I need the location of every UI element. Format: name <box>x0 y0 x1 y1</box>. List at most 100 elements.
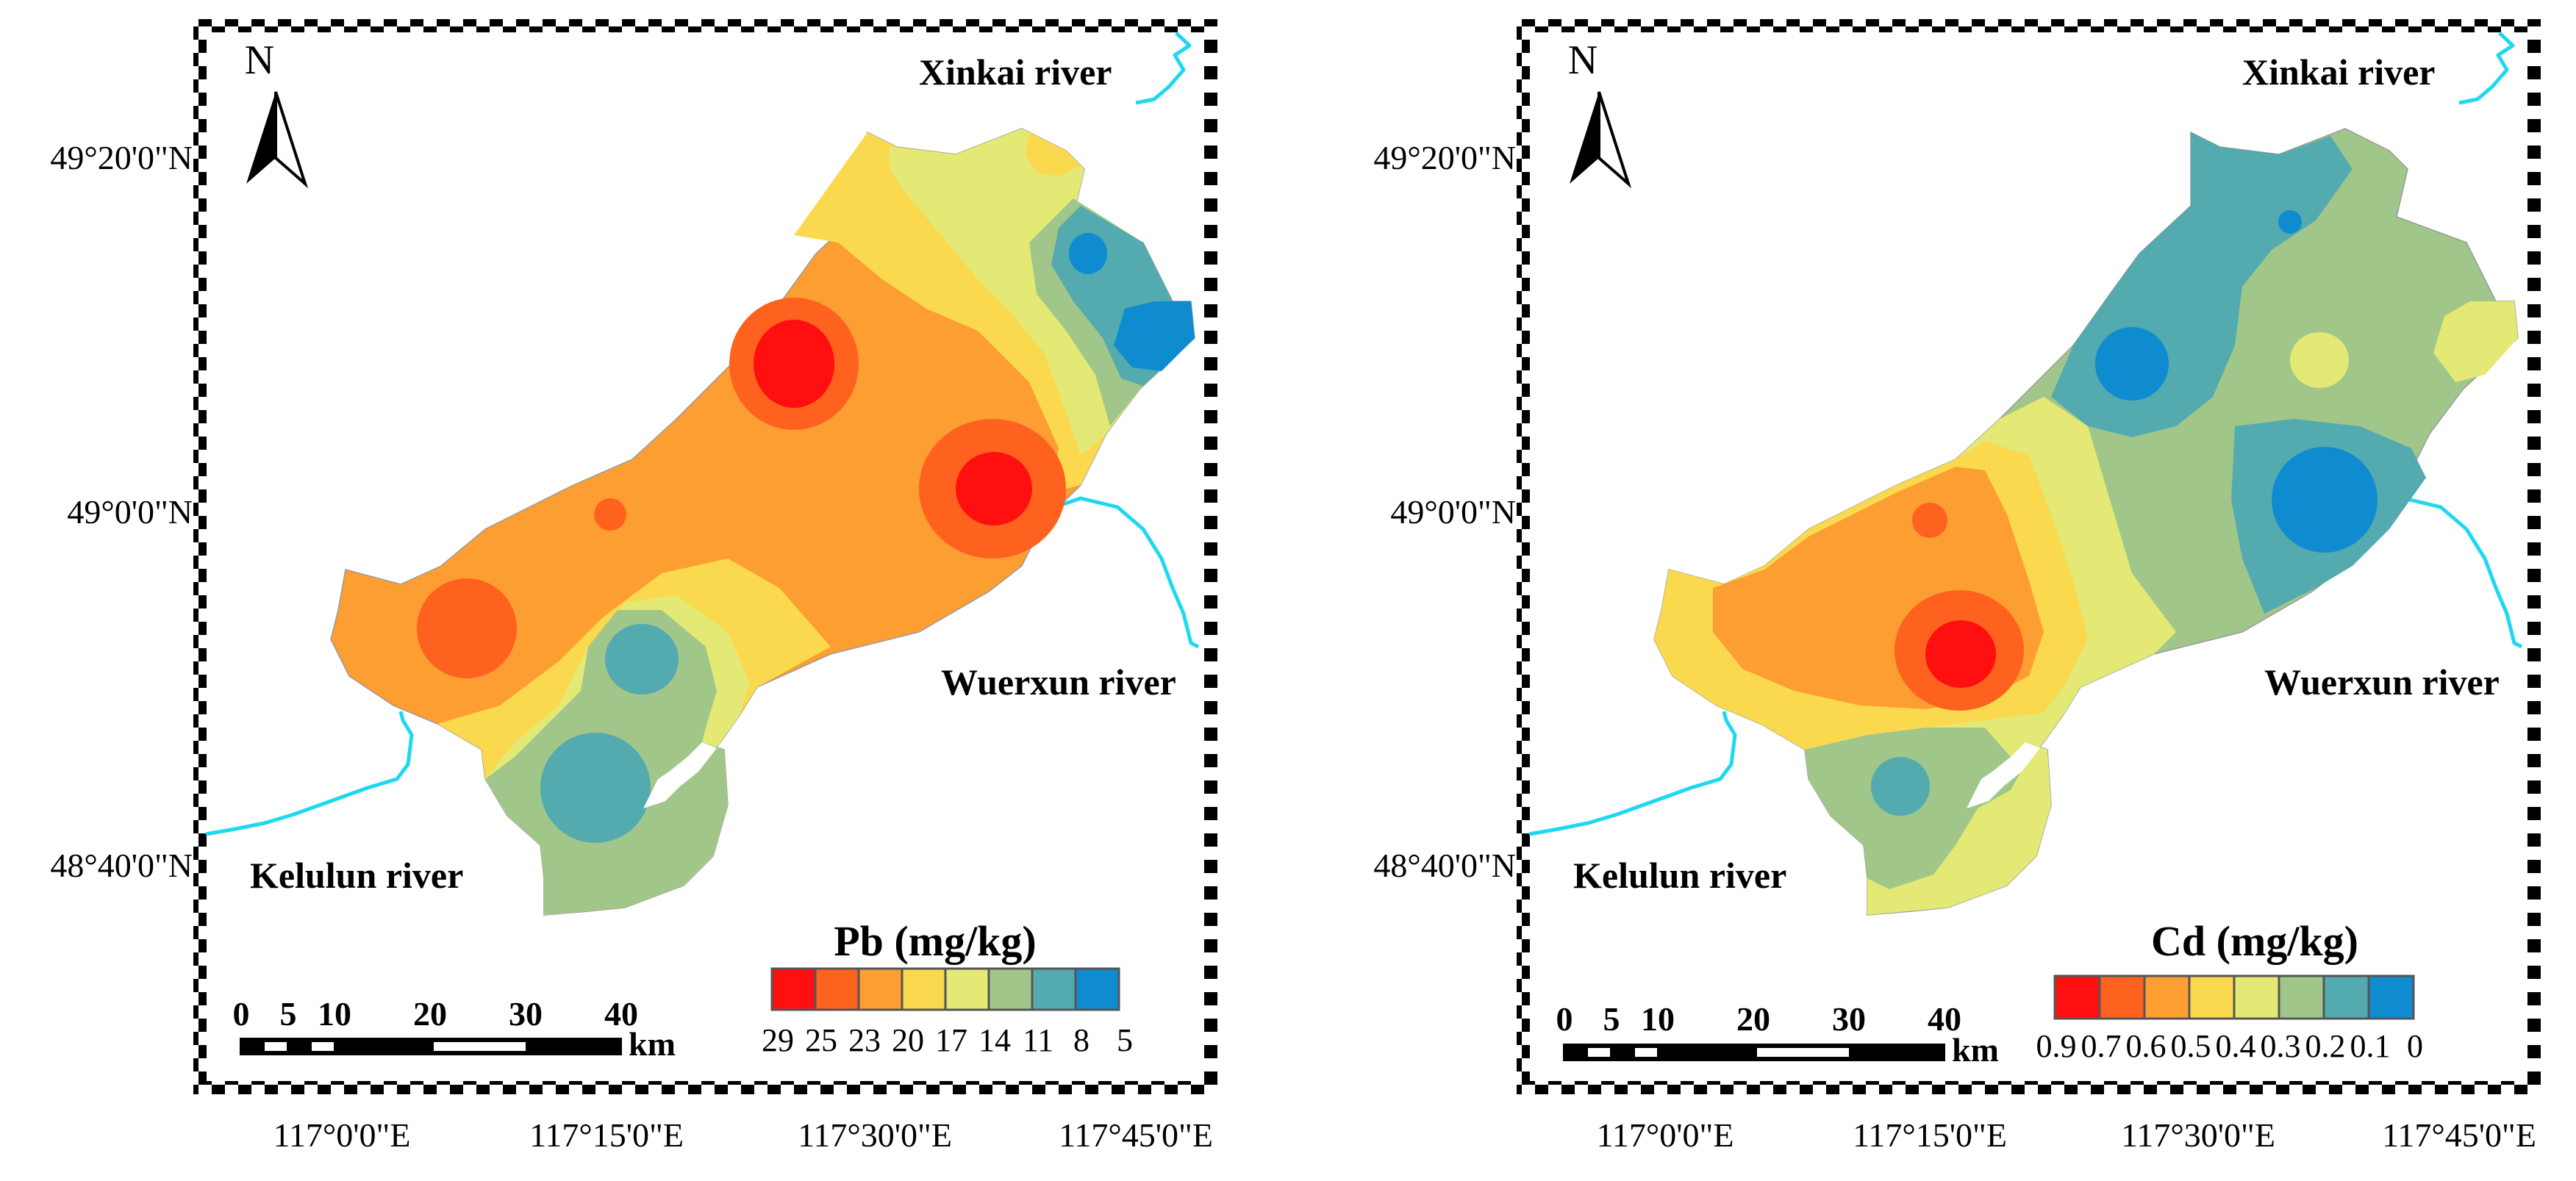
legend-swatches <box>2053 974 2415 1020</box>
pb-class-8-11-south-lower <box>540 733 651 843</box>
pb-class-5-8-blob-b <box>1114 301 1195 371</box>
legend-tick: 0.2 <box>2305 1028 2346 1064</box>
legend-tick: 8 <box>1073 1022 1090 1058</box>
legend-tick: 0 <box>2407 1028 2423 1064</box>
wuerxun-river-line <box>1054 496 1200 649</box>
xinkai-river-line <box>1135 32 1192 105</box>
lat-label: 48°40'0"N <box>1373 847 1516 884</box>
pb-class-25-spot-small <box>594 498 626 531</box>
pb-class-29-hotspot-east <box>956 452 1032 525</box>
xinkai-river-line <box>2458 32 2515 105</box>
legend-tick: 0.9 <box>2036 1028 2077 1064</box>
panel-pb: N Xinkai river Wuerxun river Kelulun riv… <box>50 19 1217 1154</box>
legend-swatch <box>857 967 904 1011</box>
lat-label: 49°0'0"N <box>67 493 193 531</box>
pb-class-8-11-south-upper <box>605 624 679 694</box>
cd-class-0-0.1-small <box>2278 210 2302 234</box>
wuerxun-river-line <box>2378 496 2523 649</box>
cd-class-0-0.1-north-blob <box>2095 327 2169 401</box>
scale-tick: 5 <box>280 995 297 1033</box>
north-arrow: N <box>245 37 309 189</box>
legend-swatch <box>1074 967 1120 1011</box>
legend-title: Pb (mg/kg) <box>834 917 1037 965</box>
scale-tick: 40 <box>604 995 638 1033</box>
legend: Cd (mg/kg) 0.9 0.7 0.6 0.5 0.4 0.3 0.2 0… <box>2036 917 2424 1064</box>
legend-tick: 25 <box>805 1022 837 1058</box>
map-frame <box>1517 19 2541 1094</box>
cd-class-0-0.1-east-blob <box>2272 447 2378 553</box>
lake-inlet <box>643 742 717 808</box>
legend-swatch <box>1031 967 1077 1011</box>
scale-bar: 0 5 10 20 30 40 km <box>233 995 676 1063</box>
north-label: N <box>245 37 274 83</box>
legend: Pb (mg/kg) 29 25 23 20 17 14 11 8 5 <box>762 917 1133 1058</box>
legend-swatch <box>2367 974 2415 1020</box>
legend-ticks: 29 25 23 20 17 14 11 8 5 <box>762 1022 1133 1058</box>
lon-label: 117°15'0"E <box>529 1116 684 1154</box>
north-arrow-icon <box>246 92 276 184</box>
north-arrow: N <box>1568 37 1632 189</box>
pb-class-29-hotspot-north <box>754 320 834 408</box>
pb-interpolation-surface <box>330 128 1195 916</box>
legend-swatch <box>770 967 817 1011</box>
pb-class-25-spot-west <box>417 578 517 678</box>
scale-bar: 0 5 10 20 30 40 km <box>1556 1000 1999 1069</box>
legend-swatch <box>814 967 860 1011</box>
scale-tick: 30 <box>1832 1000 1866 1038</box>
lon-label: 117°45'0"E <box>2382 1116 2536 1154</box>
legend-tick: 23 <box>848 1022 881 1058</box>
legend-tick: 0.4 <box>2216 1028 2256 1064</box>
cd-class-0.3-0.4-east <box>2433 301 2518 382</box>
scale-unit: km <box>629 1025 676 1063</box>
river-label-kelulun: Kelulun river <box>1573 855 1786 896</box>
scale-unit: km <box>1952 1031 1999 1069</box>
lon-label: 117°45'0"E <box>1059 1116 1213 1154</box>
pb-class-5-8-blob-a <box>1069 233 1107 274</box>
legend-swatch <box>2053 974 2101 1020</box>
scale-tick: 10 <box>318 995 351 1033</box>
rivers <box>205 32 1200 836</box>
kelulun-river-line <box>205 711 414 836</box>
panel-cd: N Xinkai river Wuerxun river Kelulun riv… <box>1373 19 2541 1154</box>
cd-class-0.1-0.2-south-blob <box>1871 757 1930 816</box>
legend-title: Cd (mg/kg) <box>2151 917 2358 965</box>
legend-tick: 0.7 <box>2081 1028 2122 1064</box>
north-arrow-icon <box>1570 92 1599 184</box>
scale-tick: 0 <box>1556 1000 1573 1038</box>
scale-tick: 0 <box>233 995 250 1033</box>
scale-tick: 5 <box>1603 1000 1620 1038</box>
map-frame <box>193 19 1217 1094</box>
lat-label: 49°20'0"N <box>1373 139 1516 176</box>
legend-swatches <box>770 967 1120 1011</box>
lat-label: 49°20'0"N <box>50 139 193 176</box>
legend-swatch <box>987 967 1034 1011</box>
lon-label: 117°30'0"E <box>798 1116 952 1154</box>
legend-tick: 5 <box>1117 1022 1133 1058</box>
legend-swatch <box>2188 974 2236 1020</box>
cd-class-0.9-hotspot <box>1925 620 1996 688</box>
kelulun-river-line <box>1528 711 1737 836</box>
lon-label: 117°15'0"E <box>1853 1116 2007 1154</box>
lon-label: 117°0'0"E <box>1597 1116 1734 1154</box>
legend-tick: 0.5 <box>2171 1028 2211 1064</box>
legend-swatch <box>2322 974 2370 1020</box>
legend-swatch <box>2143 974 2191 1020</box>
legend-tick: 17 <box>935 1022 967 1058</box>
scale-tick: 20 <box>1736 1000 1770 1038</box>
river-label-wuerxun: Wuerxun river <box>2264 661 2500 703</box>
cd-class-0.7-spot-small <box>1912 503 1947 538</box>
scale-tick: 20 <box>413 995 447 1033</box>
north-label: N <box>1568 37 1598 83</box>
legend-swatch <box>2098 974 2146 1020</box>
legend-swatch <box>2233 974 2280 1020</box>
lon-label: 117°30'0"E <box>2121 1116 2275 1154</box>
river-label-kelulun: Kelulun river <box>250 855 463 896</box>
river-label-xinkai: Xinkai river <box>2242 51 2435 93</box>
scale-tick: 40 <box>1928 1000 1961 1038</box>
river-label-xinkai: Xinkai river <box>919 51 1112 93</box>
lon-label: 117°0'0"E <box>273 1116 411 1154</box>
legend-swatch <box>901 967 947 1011</box>
lat-label: 48°40'0"N <box>50 847 193 884</box>
scale-tick: 30 <box>509 995 543 1033</box>
